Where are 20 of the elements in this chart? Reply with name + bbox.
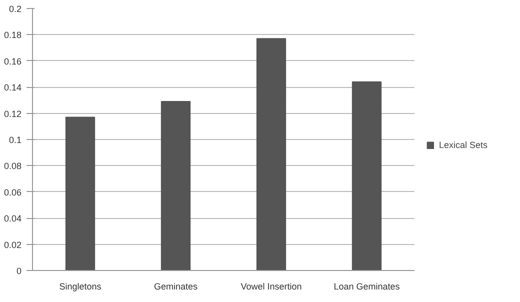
bar <box>256 38 286 270</box>
x-tick-label: Vowel Insertion <box>240 282 302 292</box>
y-tick-label: 0.16 <box>4 56 22 66</box>
bar <box>352 81 382 270</box>
bar <box>65 116 96 270</box>
y-tick-label: 0.06 <box>4 187 22 198</box>
bar <box>160 101 191 270</box>
legend-label: Lexical Sets <box>439 140 488 150</box>
y-tick-label: 0.08 <box>4 161 22 172</box>
x-tick-label: Loan Geminates <box>334 282 400 292</box>
y-tick-label: 0.12 <box>4 108 22 119</box>
y-tick-label: 0.04 <box>4 214 22 224</box>
x-tick-label: Singletons <box>59 282 102 292</box>
y-tick-label: 0.2 <box>8 4 22 14</box>
y-tick-label: 0.14 <box>4 82 22 93</box>
y-tick-label: 0.02 <box>4 240 22 250</box>
y-tick-label: 0 <box>16 266 22 276</box>
x-tick-label: Geminates <box>154 282 198 292</box>
y-tick-label: 0.18 <box>4 30 22 40</box>
y-tick-label: 0.1 <box>8 135 22 145</box>
